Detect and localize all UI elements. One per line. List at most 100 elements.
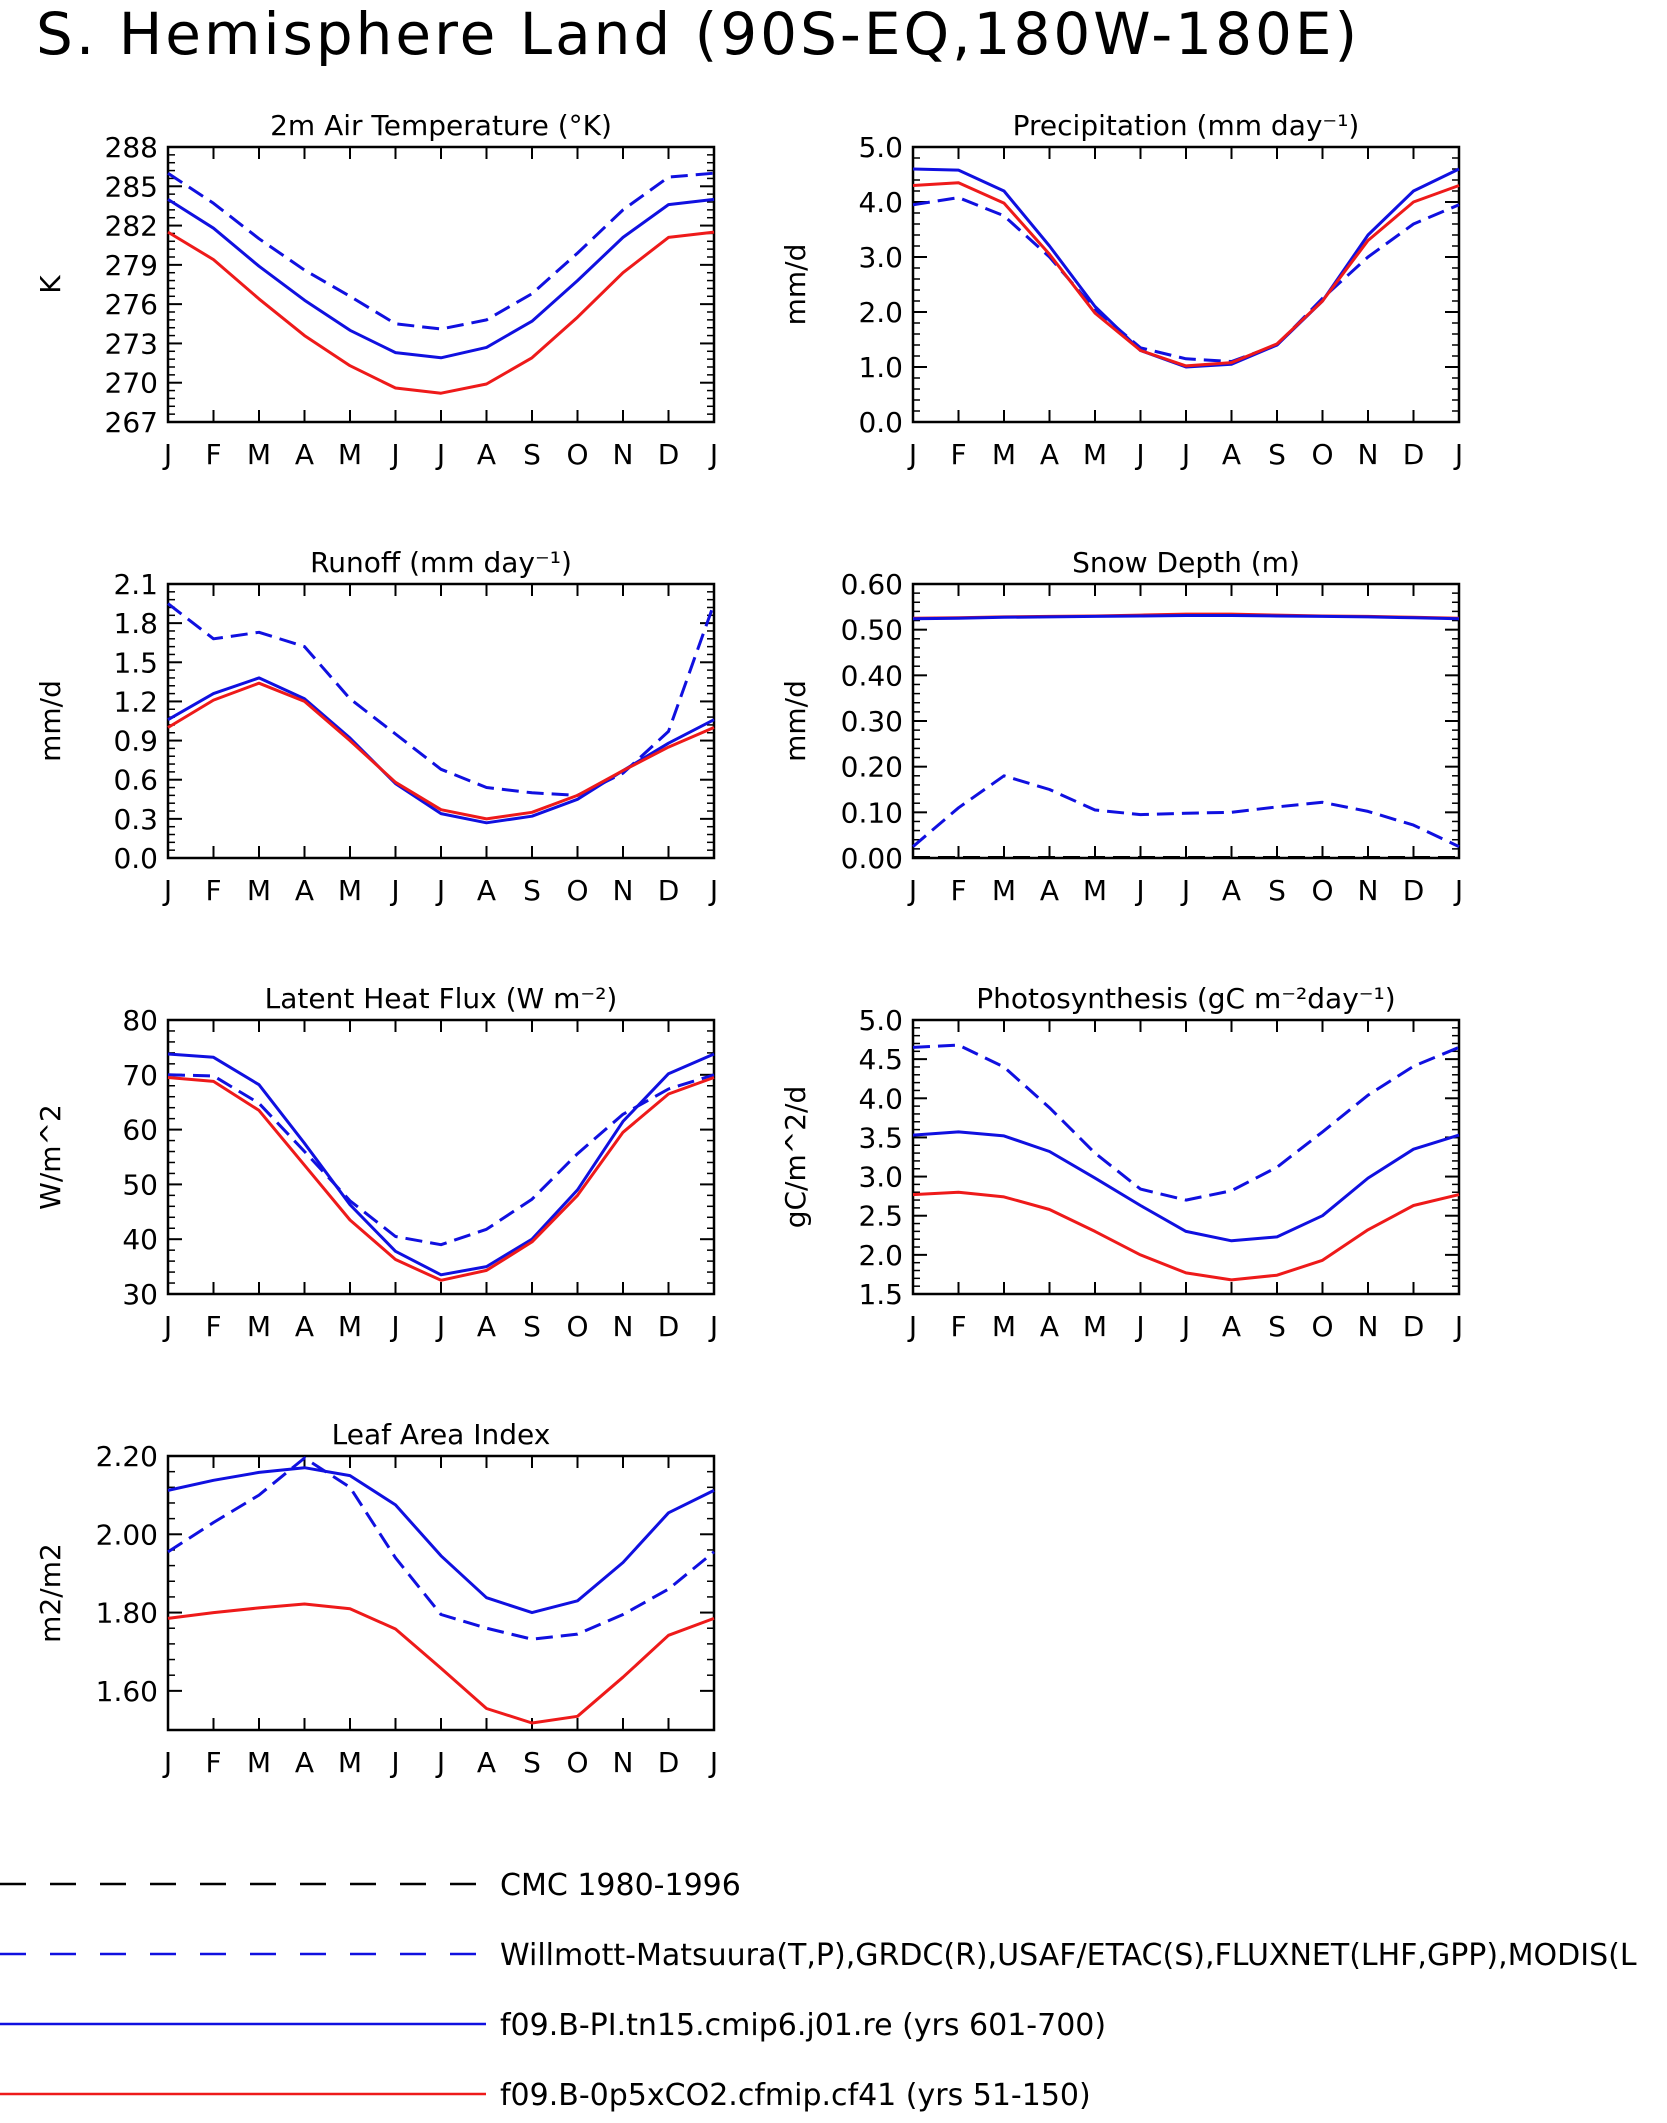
page-title: S. Hemisphere Land (90S-EQ,180W-180E): [36, 0, 1361, 68]
x-tick-label: S: [523, 874, 541, 907]
x-tick-label: M: [338, 1746, 362, 1779]
x-tick-label: N: [613, 874, 634, 907]
x-tick-label: S: [523, 1310, 541, 1343]
series-line-dashed-blue: [912, 774, 1460, 848]
y-tick-label: 2.20: [96, 1440, 158, 1473]
x-tick-label: D: [1403, 438, 1425, 471]
x-tick-label: A: [477, 1746, 496, 1779]
x-tick-label: F: [205, 438, 221, 471]
y-axis-label: gC/m^2/d: [779, 1086, 812, 1229]
x-tick-label: J: [162, 438, 172, 471]
y-axis-label: m2/m2: [34, 1543, 67, 1643]
series-line-solid-red: [167, 1602, 715, 1725]
x-tick-label: M: [338, 438, 362, 471]
series-line-solid-blue: [167, 1466, 715, 1615]
x-tick-label: F: [950, 1310, 966, 1343]
x-tick-label: J: [162, 874, 172, 907]
x-tick-label: A: [295, 1746, 314, 1779]
x-tick-label: J: [162, 1310, 172, 1343]
chart-panel-3: Runoff (mm day⁻¹) mm/d 0.0 0.3 0.6 0.9 1.2 1.5 1…: [34, 546, 718, 907]
y-tick-label: 0.60: [841, 568, 903, 601]
y-tick-label: 267: [105, 406, 158, 439]
x-tick-label: A: [1040, 874, 1059, 907]
x-tick-label: J: [389, 438, 399, 471]
chart-panel-6: Photosynthesis (gC m⁻²day⁻¹) gC/m^2/d 1.5 2…: [779, 982, 1463, 1343]
x-tick-label: O: [1311, 874, 1333, 907]
y-tick-label: 282: [105, 210, 158, 243]
y-tick-label: 50: [122, 1168, 158, 1201]
x-tick-label: M: [338, 1310, 362, 1343]
x-tick-label: F: [205, 1746, 221, 1779]
plot-frame: [166, 582, 716, 860]
y-tick-label: 70: [122, 1059, 158, 1092]
chart-panel-4: Snow Depth (m) mm/d 0.00 0.10 0.20 0.30 0.40 0.…: [779, 546, 1463, 907]
y-tick-label: 60: [122, 1114, 158, 1147]
series-line-dashed-blue: [167, 1456, 715, 1641]
y-tick-label: 0.0: [113, 842, 158, 875]
x-tick-label: J: [1180, 1310, 1190, 1343]
legend: CMC 1980-1996 Willmott-Matsuura(T,P),GRDC…: [0, 1868, 1637, 2113]
x-tick-label: A: [477, 438, 496, 471]
x-tick-label: F: [205, 874, 221, 907]
x-tick-label: J: [435, 438, 445, 471]
chart-panel-1: 2m Air Temperature (°K) K 267 270 273 276 279 2…: [34, 109, 718, 471]
x-tick-label: A: [1040, 438, 1059, 471]
plot-frame: [166, 145, 716, 424]
x-tick-label: J: [389, 1746, 399, 1779]
x-tick-label: J: [708, 1746, 718, 1779]
chart-title: Photosynthesis (gC m⁻²day⁻¹): [976, 982, 1395, 1015]
y-tick-label: 5.0: [858, 131, 903, 164]
x-tick-label: J: [708, 438, 718, 471]
x-tick-label: J: [389, 1310, 399, 1343]
x-tick-label: J: [1180, 874, 1190, 907]
x-tick-label: D: [1403, 1310, 1425, 1343]
y-tick-label: 2.0: [858, 296, 903, 329]
series-line-solid-blue: [167, 1052, 715, 1277]
x-tick-label: N: [613, 438, 634, 471]
x-tick-label: A: [295, 1310, 314, 1343]
y-tick-label: 30: [122, 1278, 158, 1311]
y-tick-label: 288: [105, 131, 158, 164]
series-line-solid-blue: [167, 676, 715, 825]
y-tick-label: 3.0: [858, 241, 903, 274]
y-tick-label: 3.0: [858, 1161, 903, 1194]
plot-frame: [911, 582, 1461, 860]
x-tick-label: M: [1083, 438, 1107, 471]
y-tick-label: 1.5: [858, 1278, 903, 1311]
x-tick-label: A: [477, 1310, 496, 1343]
y-tick-label: 279: [105, 249, 158, 282]
plot-frame: [166, 1018, 716, 1296]
legend-label: Willmott-Matsuura(T,P),GRDC(R),USAF/ETAC…: [500, 1938, 1637, 1973]
y-tick-label: 0.10: [841, 796, 903, 829]
x-tick-label: M: [992, 874, 1016, 907]
x-tick-label: M: [247, 1310, 271, 1343]
y-tick-label: 273: [105, 327, 158, 360]
x-tick-label: F: [950, 874, 966, 907]
y-axis-label: mm/d: [34, 680, 67, 762]
x-tick-label: S: [1268, 438, 1286, 471]
legend-label: f09.B-PI.tn15.cmip6.j01.re (yrs 601-700): [500, 2008, 1106, 2043]
x-tick-label: D: [658, 1310, 680, 1343]
y-tick-label: 40: [122, 1223, 158, 1256]
chart-title: Leaf Area Index: [332, 1418, 551, 1451]
chart-title: Precipitation (mm day⁻¹): [1013, 109, 1360, 142]
y-tick-label: 285: [105, 170, 158, 203]
y-tick-label: 3.5: [858, 1121, 903, 1154]
x-tick-label: J: [1134, 874, 1144, 907]
x-tick-label: M: [1083, 1310, 1107, 1343]
x-tick-label: J: [1180, 438, 1190, 471]
x-tick-label: J: [708, 874, 718, 907]
series-line-solid-blue: [167, 197, 715, 360]
x-tick-label: A: [1222, 874, 1241, 907]
x-tick-label: J: [1453, 874, 1463, 907]
x-tick-label: D: [1403, 874, 1425, 907]
x-tick-label: O: [566, 874, 588, 907]
series-line-solid-red: [167, 1076, 715, 1282]
y-tick-label: 0.9: [113, 725, 158, 758]
y-tick-label: 0.50: [841, 614, 903, 647]
x-tick-label: J: [389, 874, 399, 907]
chart-title: Latent Heat Flux (W m⁻²): [265, 982, 618, 1015]
y-tick-label: 1.0: [858, 351, 903, 384]
y-tick-label: 4.0: [858, 186, 903, 219]
